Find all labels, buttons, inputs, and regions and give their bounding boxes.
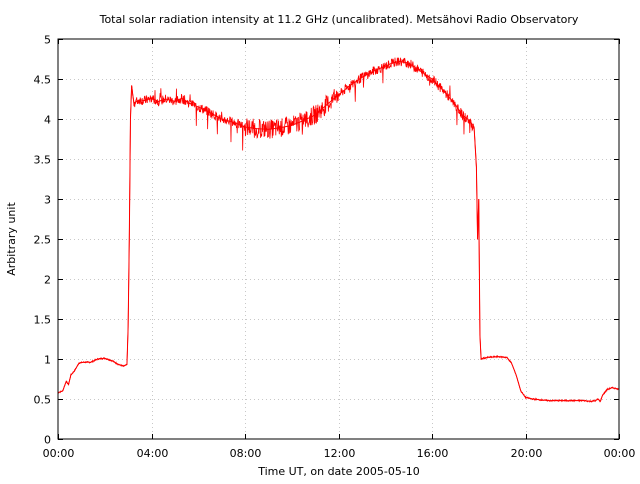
- chart-title: Total solar radiation intensity at 11.2 …: [99, 13, 579, 26]
- x-tick-label: 20:00: [511, 447, 543, 460]
- series-line: [57, 60, 620, 403]
- y-tick-label: 0.5: [34, 394, 52, 407]
- y-tick-label: 3.5: [34, 154, 52, 167]
- x-tick-label: 12:00: [324, 447, 356, 460]
- x-tick-label: 16:00: [417, 447, 449, 460]
- x-tick-label: 04:00: [137, 447, 169, 460]
- y-tick-label: 2: [44, 274, 51, 287]
- x-axis-label: Time UT, on date 2005-05-10: [257, 465, 420, 478]
- y-tick-label: 3: [44, 194, 51, 207]
- plot-data: [57, 57, 620, 403]
- x-tick-label: 08:00: [230, 447, 262, 460]
- y-tick-label: 4.5: [34, 74, 52, 87]
- x-tick-label: 00:00: [604, 447, 636, 460]
- y-tick-label: 1: [44, 354, 51, 367]
- y-tick-label: 2.5: [34, 234, 52, 247]
- y-axis-label: Arbitrary unit: [5, 202, 18, 276]
- y-tick-label: 5: [44, 34, 51, 47]
- y-tick-label: 4: [44, 114, 51, 127]
- grid-lines: [58, 39, 619, 439]
- axis-ticks: 0 0.5 1 1.5 2 2.5 3 3.5 4 4.5 5 00:00 04:00 08:00 12:0…: [34, 34, 636, 461]
- x-tick-label: 00:00: [43, 447, 75, 460]
- y-tick-label: 0: [44, 434, 51, 447]
- series-trace-noise: [57, 57, 619, 403]
- y-tick-label: 1.5: [34, 314, 52, 327]
